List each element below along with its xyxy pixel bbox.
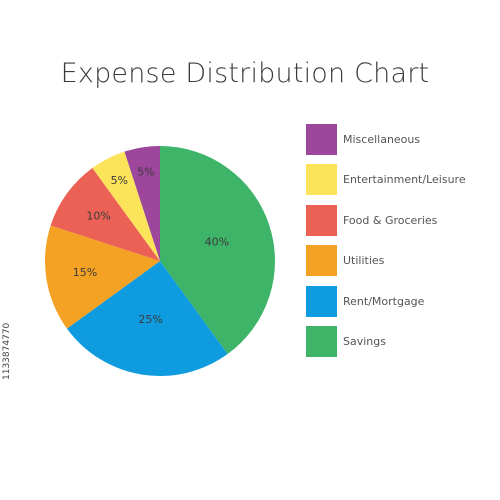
legend-swatch xyxy=(306,245,337,276)
legend-swatch xyxy=(306,204,337,236)
image-id-watermark: 1133874770 xyxy=(2,322,12,380)
legend-swatch xyxy=(306,326,337,357)
pie-value-label: 5% xyxy=(111,174,128,187)
legend-label: Entertainment/Leisure xyxy=(343,173,466,186)
legend-item: Entertainment/Leisure xyxy=(306,164,466,196)
legend-item: Savings xyxy=(306,326,466,358)
pie-slice-rent-mortgage xyxy=(66,261,228,376)
pie-value-label: 5% xyxy=(137,165,154,178)
legend-swatch xyxy=(306,123,337,155)
legend-label: Rent/Mortgage xyxy=(343,294,425,308)
pie-slice-savings xyxy=(160,146,275,355)
pie-value-label: 40% xyxy=(205,236,229,249)
legend-item: Food & Groceries xyxy=(306,204,466,236)
legend-swatch xyxy=(306,164,337,195)
pie-slice-food-groceries xyxy=(50,167,160,261)
pie-value-label: 15% xyxy=(73,266,97,279)
legend-item: Utilities xyxy=(306,245,466,277)
pie-slice-utilities xyxy=(44,225,161,329)
legend-label: Miscellaneous xyxy=(343,132,421,146)
pie-slice-entertainment-leisure xyxy=(92,151,160,261)
legend-item: Rent/Mortgage xyxy=(306,285,466,317)
legend-item: Miscellaneous xyxy=(306,123,466,155)
pie-value-label: 10% xyxy=(86,209,110,222)
legend-label: Savings xyxy=(343,335,386,348)
legend-label: Food & Groceries xyxy=(343,213,438,227)
pie-value-label: 25% xyxy=(138,313,162,326)
chart-title: Expense Distribution Chart xyxy=(60,58,430,89)
legend-swatch xyxy=(306,285,337,317)
pie-slice-miscellaneous xyxy=(124,146,160,261)
legend-label: Utilities xyxy=(343,254,385,267)
chart-legend: Miscellaneous Entertainment/Leisure Food &… xyxy=(306,123,466,366)
